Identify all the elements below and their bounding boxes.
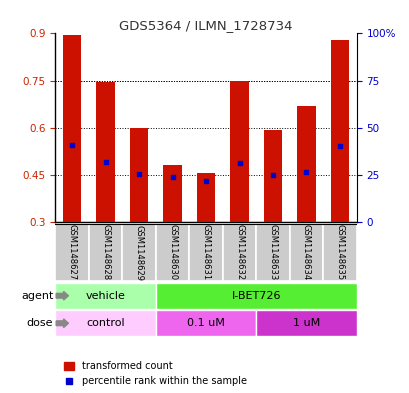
Bar [155,283,356,309]
Text: I-BET726: I-BET726 [231,291,280,301]
Text: GSM1148631: GSM1148631 [201,224,210,281]
Bar [130,128,148,222]
Bar [222,224,256,281]
Bar [55,224,89,281]
Bar [55,310,155,336]
Bar [189,224,222,281]
Bar [322,224,356,281]
Text: 1 uM: 1 uM [292,318,319,328]
Bar [155,224,189,281]
Bar [230,81,248,222]
Text: 0.1 uM: 0.1 uM [187,318,225,328]
Bar [122,224,155,281]
Bar [63,35,81,222]
Bar [297,107,315,222]
Text: GSM1148630: GSM1148630 [168,224,177,281]
Text: GSM1148629: GSM1148629 [134,224,143,281]
Text: GSM1148634: GSM1148634 [301,224,310,281]
Text: GSM1148632: GSM1148632 [234,224,243,281]
Legend: transformed count, percentile rank within the sample: transformed count, percentile rank withi… [64,361,246,386]
Text: vehicle: vehicle [85,291,125,301]
Text: control: control [86,318,125,328]
Text: agent: agent [21,291,53,301]
Bar [263,130,281,222]
Bar [289,224,322,281]
Text: GSM1148635: GSM1148635 [335,224,344,281]
Bar [256,310,356,336]
Bar [196,173,215,222]
Bar [155,310,256,336]
Text: dose: dose [27,318,53,328]
Text: GSM1148633: GSM1148633 [268,224,277,281]
Bar [330,40,348,222]
Bar [96,82,115,222]
Title: GDS5364 / ILMN_1728734: GDS5364 / ILMN_1728734 [119,19,292,32]
Bar [89,224,122,281]
Bar [163,165,181,222]
Bar [256,224,289,281]
Bar [55,283,155,309]
Text: GSM1148628: GSM1148628 [101,224,110,281]
Text: GSM1148627: GSM1148627 [67,224,76,281]
